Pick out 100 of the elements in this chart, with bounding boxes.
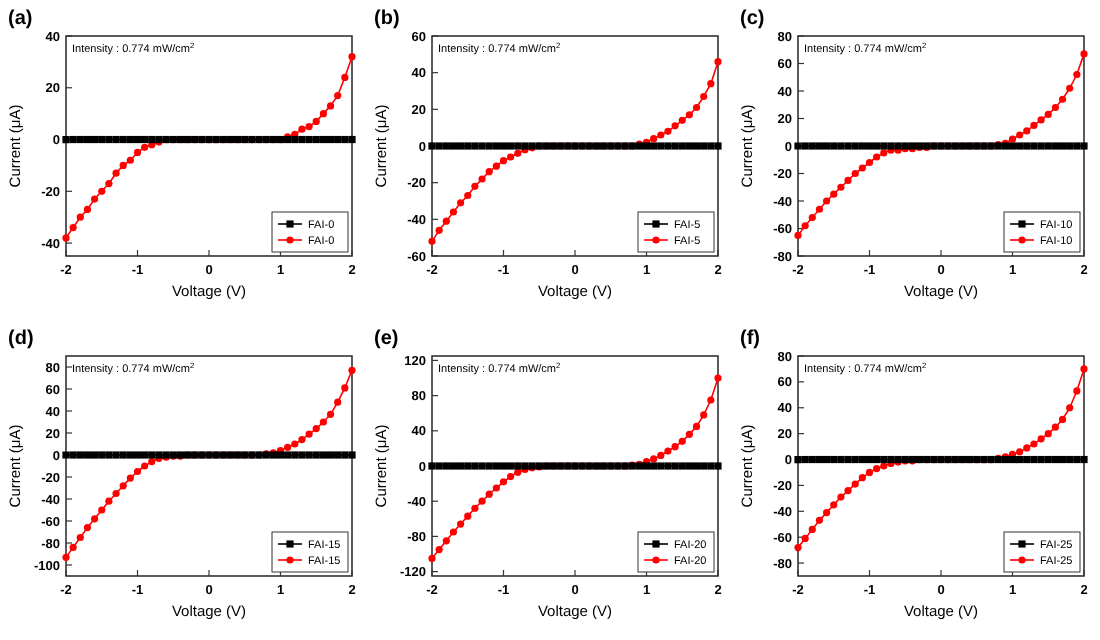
point: [1058, 95, 1067, 103]
point: [837, 142, 845, 150]
point: [291, 135, 299, 144]
point: [865, 142, 874, 150]
point: [851, 169, 859, 178]
point: [141, 451, 149, 459]
point: [442, 537, 450, 545]
point: [449, 208, 458, 216]
point: [678, 462, 686, 470]
point: [794, 231, 802, 239]
point: [1037, 435, 1045, 443]
point: [442, 217, 450, 225]
point: [348, 135, 356, 144]
point: [457, 199, 465, 207]
point: [873, 142, 881, 150]
point: [830, 501, 838, 509]
point: [334, 91, 342, 100]
chart-title: (a): [8, 8, 33, 30]
point: [1044, 110, 1052, 118]
point: [105, 451, 113, 459]
point: [865, 158, 874, 167]
point: [298, 451, 306, 459]
point: [692, 142, 701, 150]
point: [1016, 142, 1024, 150]
point: [671, 122, 679, 130]
point: [341, 384, 349, 392]
point: [312, 451, 320, 459]
point: [1044, 430, 1052, 438]
point: [507, 142, 515, 150]
point: [1058, 415, 1067, 424]
point: [105, 497, 113, 505]
point: [148, 135, 156, 144]
point: [664, 462, 672, 470]
point: [514, 468, 522, 476]
point: [284, 443, 292, 451]
point: [837, 455, 845, 464]
point: [873, 455, 881, 464]
point: [707, 462, 715, 470]
point: [671, 462, 679, 470]
point: [1008, 135, 1017, 143]
point: [464, 512, 472, 520]
point: [1044, 455, 1052, 464]
point: [464, 462, 472, 470]
point: [1016, 131, 1024, 139]
point: [858, 474, 866, 482]
point: [650, 135, 658, 143]
point: [449, 142, 458, 150]
point: [62, 234, 70, 242]
point: [428, 554, 436, 562]
point: [1037, 455, 1045, 464]
point: [69, 543, 77, 551]
point: [334, 135, 342, 144]
point: [98, 187, 106, 195]
point: [678, 116, 686, 124]
point: [844, 486, 852, 495]
point: [873, 153, 881, 161]
point: [1044, 142, 1052, 150]
point: [326, 135, 335, 144]
point: [1030, 440, 1038, 448]
point: [105, 179, 113, 188]
chart-title: (e): [374, 328, 399, 350]
point: [692, 422, 701, 430]
point: [1058, 142, 1067, 150]
point: [126, 156, 134, 164]
point: [141, 135, 149, 144]
point: [880, 142, 888, 150]
point: [435, 546, 443, 554]
point: [291, 440, 299, 448]
point: [1008, 455, 1017, 464]
point: [126, 474, 134, 482]
point: [1058, 455, 1067, 464]
point: [499, 142, 508, 150]
point: [457, 520, 465, 528]
point: [1080, 455, 1088, 464]
point: [678, 142, 686, 150]
point: [650, 142, 658, 150]
point: [76, 135, 84, 144]
point: [499, 157, 508, 165]
point: [492, 462, 500, 470]
point: [1030, 121, 1038, 129]
point: [1073, 387, 1081, 395]
point: [1023, 127, 1031, 135]
point: [326, 451, 335, 459]
chart-title: (b): [374, 8, 400, 30]
point: [1030, 455, 1038, 464]
point: [457, 142, 465, 150]
point: [1023, 142, 1031, 150]
point: [98, 451, 106, 459]
point: [1080, 50, 1088, 58]
point: [1073, 142, 1081, 150]
point: [83, 205, 92, 214]
point: [312, 425, 320, 433]
point: [808, 525, 816, 534]
point: [858, 164, 866, 172]
point: [657, 451, 665, 460]
point: [464, 142, 472, 150]
point: [1016, 448, 1024, 456]
point: [815, 516, 824, 524]
point: [485, 168, 493, 176]
point: [801, 222, 809, 230]
